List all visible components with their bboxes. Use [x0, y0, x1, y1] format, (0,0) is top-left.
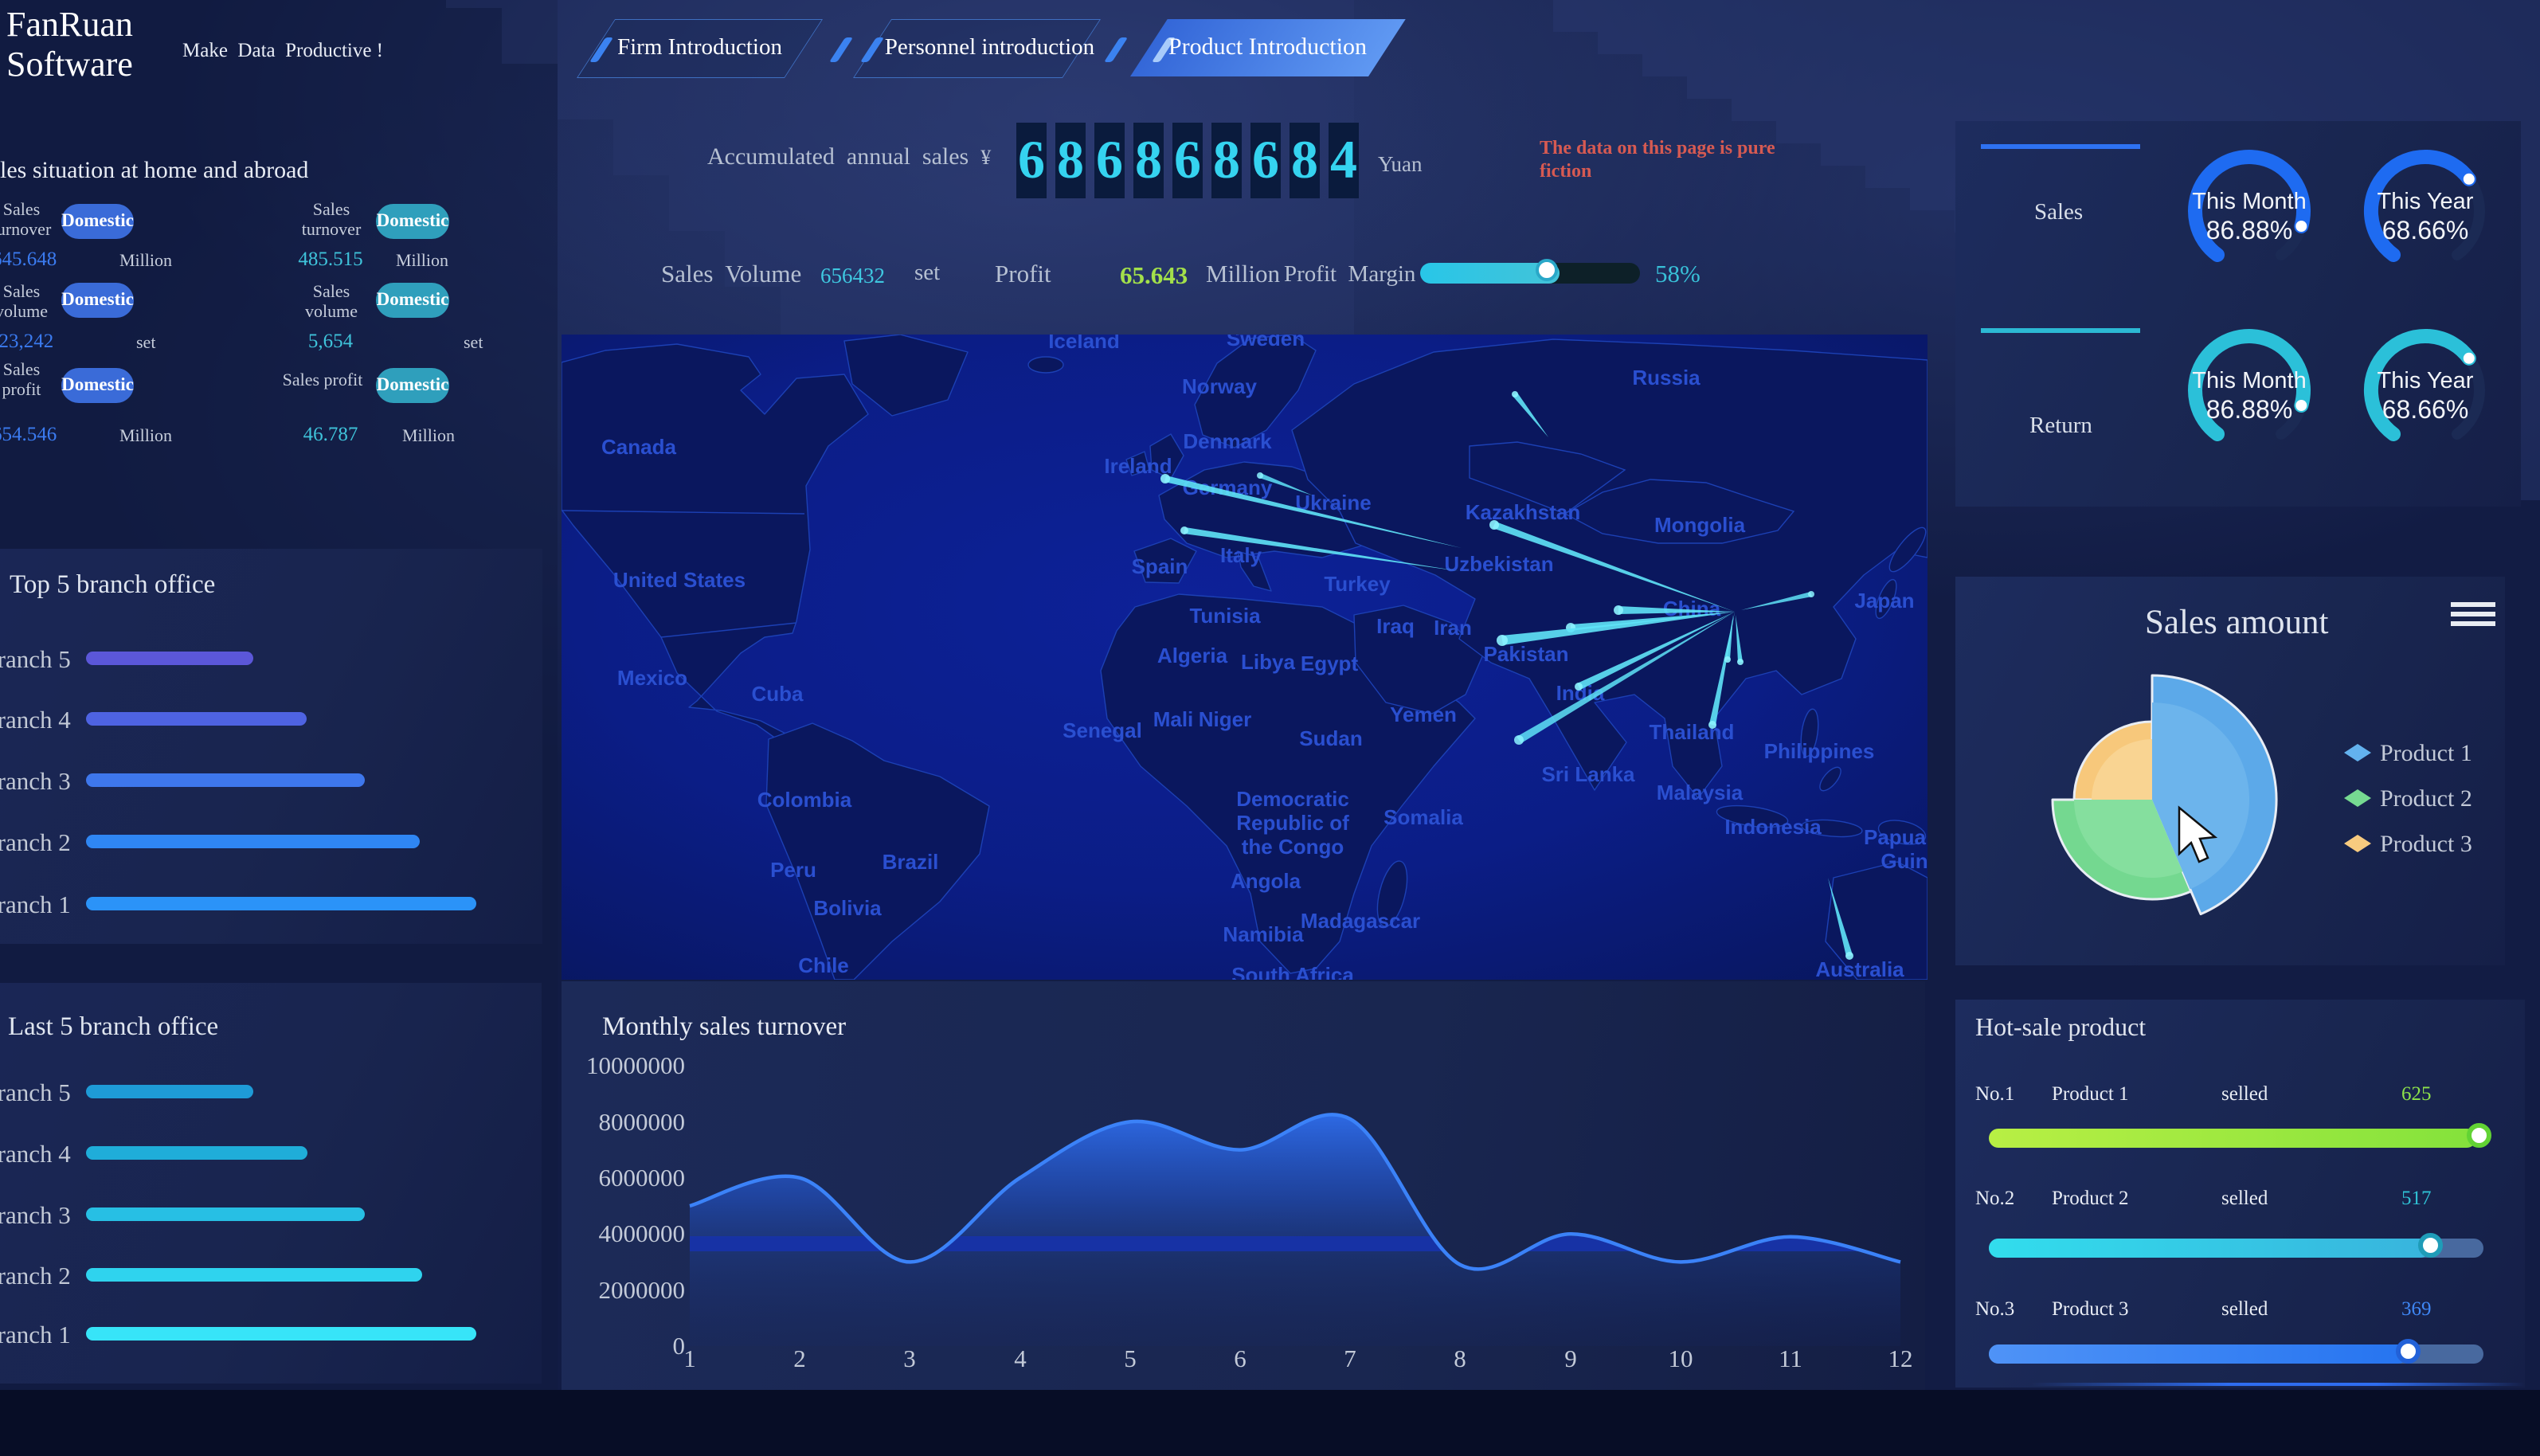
- svg-text:3: 3: [903, 1344, 916, 1372]
- svg-text:Cuba: Cuba: [752, 682, 804, 706]
- svg-text:4: 4: [1014, 1344, 1027, 1372]
- svg-text:9: 9: [1564, 1344, 1577, 1372]
- svg-text:Iran: Iran: [1434, 616, 1472, 640]
- svg-text:Kazakhstan: Kazakhstan: [1466, 500, 1581, 524]
- svg-text:Canada: Canada: [601, 435, 676, 459]
- svg-text:Egypt: Egypt: [1301, 652, 1359, 675]
- svg-text:the Congo: the Congo: [1242, 835, 1344, 859]
- svg-text:Iraq: Iraq: [1376, 614, 1415, 638]
- svg-text:Spain: Spain: [1132, 554, 1188, 578]
- svg-text:Indonesia: Indonesia: [1724, 815, 1822, 839]
- svg-text:86.88%: 86.88%: [2206, 395, 2293, 424]
- svg-text:Mexico: Mexico: [617, 666, 687, 690]
- svg-text:6000000: 6000000: [599, 1164, 686, 1192]
- svg-text:5: 5: [1124, 1344, 1137, 1372]
- svg-text:Bolivia: Bolivia: [813, 896, 882, 920]
- svg-text:8: 8: [1454, 1344, 1466, 1372]
- svg-text:Niger: Niger: [1199, 707, 1251, 731]
- svg-text:Yemen: Yemen: [1390, 703, 1457, 726]
- svg-text:0: 0: [673, 1332, 686, 1360]
- svg-text:This Year: This Year: [2378, 189, 2474, 214]
- svg-text:Madagascar: Madagascar: [1301, 909, 1420, 933]
- svg-text:Papua: Papua: [1864, 825, 1927, 849]
- svg-text:Libya: Libya: [1241, 650, 1295, 674]
- svg-text:Peru: Peru: [770, 858, 816, 882]
- svg-text:Product 3: Product 3: [2380, 831, 2472, 857]
- svg-text:Mongolia: Mongolia: [1654, 513, 1746, 537]
- svg-text:Norway: Norway: [1182, 374, 1257, 398]
- svg-text:Namibia: Namibia: [1223, 922, 1304, 946]
- svg-text:Denmark: Denmark: [1183, 429, 1272, 453]
- svg-text:Guin: Guin: [1881, 849, 1928, 873]
- svg-text:Product 2: Product 2: [2380, 785, 2472, 812]
- svg-text:Malaysia: Malaysia: [1657, 781, 1744, 804]
- svg-text:2: 2: [793, 1344, 806, 1372]
- svg-text:Product 1: Product 1: [2380, 740, 2472, 766]
- svg-text:68.66%: 68.66%: [2382, 216, 2469, 245]
- svg-text:Sri Lanka: Sri Lanka: [1541, 762, 1635, 786]
- svg-text:Republic of: Republic of: [1236, 811, 1349, 835]
- svg-text:South Africa: South Africa: [1231, 963, 1354, 980]
- svg-text:Colombia: Colombia: [757, 788, 852, 812]
- svg-text:Sweden: Sweden: [1227, 335, 1305, 350]
- svg-text:Ireland: Ireland: [1104, 454, 1172, 478]
- svg-text:11: 11: [1779, 1344, 1802, 1372]
- svg-text:1: 1: [683, 1344, 696, 1372]
- svg-text:Algeria: Algeria: [1157, 644, 1228, 667]
- svg-text:Chile: Chile: [798, 953, 849, 977]
- svg-text:United States: United States: [613, 568, 746, 592]
- svg-text:Brazil: Brazil: [883, 850, 939, 874]
- svg-text:Iceland: Iceland: [1048, 335, 1120, 353]
- svg-text:10: 10: [1669, 1344, 1693, 1372]
- svg-text:8000000: 8000000: [599, 1108, 686, 1136]
- svg-text:4000000: 4000000: [599, 1219, 686, 1247]
- svg-text:This Month: This Month: [2192, 368, 2306, 393]
- svg-text:Democratic: Democratic: [1236, 787, 1349, 811]
- svg-text:Turkey: Turkey: [1324, 572, 1391, 596]
- svg-text:Mali: Mali: [1153, 707, 1194, 731]
- svg-text:Uzbekistan: Uzbekistan: [1444, 552, 1553, 576]
- svg-text:Philippines: Philippines: [1764, 739, 1875, 763]
- svg-text:This Month: This Month: [2192, 189, 2306, 214]
- svg-text:86.88%: 86.88%: [2206, 216, 2293, 245]
- svg-text:Senegal: Senegal: [1063, 718, 1142, 742]
- svg-text:Sudan: Sudan: [1299, 726, 1362, 750]
- svg-text:6: 6: [1234, 1344, 1247, 1372]
- svg-text:Australia: Australia: [1815, 957, 1904, 980]
- svg-text:Angola: Angola: [1231, 869, 1301, 893]
- svg-text:Japan: Japan: [1854, 589, 1914, 613]
- svg-text:Thailand: Thailand: [1650, 720, 1735, 744]
- svg-text:12: 12: [1888, 1344, 1913, 1372]
- svg-text:Italy: Italy: [1220, 543, 1262, 567]
- svg-text:Tunisia: Tunisia: [1189, 604, 1261, 628]
- svg-text:10000000: 10000000: [586, 1051, 685, 1079]
- svg-text:This Year: This Year: [2378, 368, 2474, 393]
- svg-text:Pakistan: Pakistan: [1484, 642, 1569, 666]
- svg-text:2000000: 2000000: [599, 1276, 686, 1304]
- svg-text:Somalia: Somalia: [1383, 805, 1463, 829]
- svg-text:68.66%: 68.66%: [2382, 395, 2469, 424]
- svg-text:Russia: Russia: [1632, 366, 1701, 389]
- svg-text:7: 7: [1344, 1344, 1356, 1372]
